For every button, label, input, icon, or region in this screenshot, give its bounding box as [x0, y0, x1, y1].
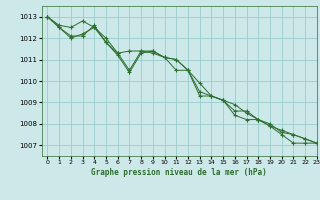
- X-axis label: Graphe pression niveau de la mer (hPa): Graphe pression niveau de la mer (hPa): [91, 168, 267, 177]
